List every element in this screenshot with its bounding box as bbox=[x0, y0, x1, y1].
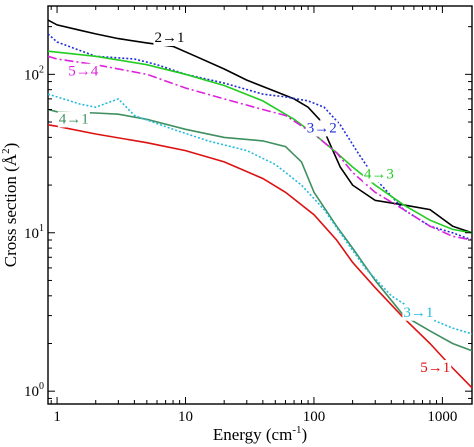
x-tick-label: 10 bbox=[178, 409, 193, 425]
series-label-bg bbox=[305, 120, 338, 137]
x-axis-label: Energy (cm-1) bbox=[213, 424, 307, 444]
series-label-bg bbox=[402, 304, 435, 321]
series-label-5: 4→1 bbox=[59, 111, 89, 127]
y-tick-label-exp: 1 bbox=[39, 223, 44, 234]
series-line-2 bbox=[47, 33, 473, 241]
y-axis-label-end: ) bbox=[1, 143, 20, 149]
y-tick-label-exp: 2 bbox=[39, 64, 44, 75]
series-line-4 bbox=[47, 55, 473, 241]
series-label-2: 3→2 bbox=[307, 120, 337, 136]
y-axis-label: Cross section (Å2) bbox=[0, 143, 20, 268]
y-axis-label-text: Cross section (Å bbox=[1, 153, 20, 267]
y-tick-label-base: 10 bbox=[24, 67, 39, 83]
y-tick-label: 102 bbox=[24, 64, 44, 83]
x-tick-label: 1 bbox=[53, 409, 61, 425]
series-line-3 bbox=[47, 50, 473, 234]
series-label-layer: 2→1 3→2 4→3 5→4 4→1 3→1 5→1 bbox=[57, 30, 452, 377]
y-tick-label-exp: 0 bbox=[39, 381, 44, 392]
series-label-bg bbox=[67, 63, 100, 80]
series-label-bg bbox=[362, 166, 395, 183]
series-line-6 bbox=[47, 93, 473, 335]
x-axis-label-end: ) bbox=[301, 425, 307, 444]
x-axis-label-text: Energy (cm bbox=[213, 425, 292, 444]
series-label-6: 3→1 bbox=[403, 305, 433, 321]
series-label-7: 5→1 bbox=[420, 360, 450, 376]
series-label-4: 5→4 bbox=[68, 64, 99, 80]
series-layer bbox=[47, 19, 473, 389]
y-tick-label: 101 bbox=[24, 223, 44, 242]
x-axis-label-sup: -1 bbox=[292, 424, 301, 436]
series-label-bg bbox=[153, 30, 186, 47]
series-line-1 bbox=[47, 19, 473, 234]
plot-frame bbox=[47, 5, 473, 405]
series-line-7 bbox=[47, 124, 473, 389]
y-tick-label: 100 bbox=[24, 381, 44, 400]
series-label-3: 4→3 bbox=[364, 167, 394, 183]
y-axis-label-sup: 2 bbox=[0, 148, 12, 154]
series-label-bg bbox=[57, 111, 90, 128]
x-tick-label: 1000 bbox=[427, 409, 457, 425]
series-label-bg bbox=[419, 360, 452, 377]
series-label-1: 2→1 bbox=[154, 30, 184, 46]
x-tick-label: 100 bbox=[303, 409, 326, 425]
y-tick-label-base: 10 bbox=[24, 226, 39, 242]
y-tick-label-base: 10 bbox=[24, 384, 39, 400]
